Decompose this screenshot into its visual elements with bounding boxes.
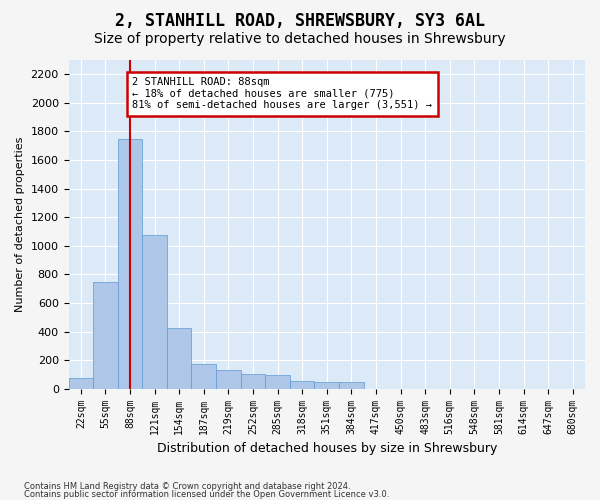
Bar [68,378,93,388]
X-axis label: Distribution of detached houses by size in Shrewsbury: Distribution of detached houses by size … [157,442,497,455]
Bar [290,381,314,388]
Text: 2, STANHILL ROAD, SHREWSBURY, SY3 6AL: 2, STANHILL ROAD, SHREWSBURY, SY3 6AL [115,12,485,30]
Bar [142,235,167,388]
Bar [118,138,142,388]
Bar [216,370,241,388]
Text: Size of property relative to detached houses in Shrewsbury: Size of property relative to detached ho… [94,32,506,46]
Bar [265,375,290,388]
Bar [241,374,265,388]
Text: Contains HM Land Registry data © Crown copyright and database right 2024.: Contains HM Land Registry data © Crown c… [24,482,350,491]
Bar [314,382,339,388]
Bar [339,382,364,388]
Text: Contains public sector information licensed under the Open Government Licence v3: Contains public sector information licen… [24,490,389,499]
Y-axis label: Number of detached properties: Number of detached properties [15,136,25,312]
Bar [93,282,118,389]
Text: 2 STANHILL ROAD: 88sqm
← 18% of detached houses are smaller (775)
81% of semi-de: 2 STANHILL ROAD: 88sqm ← 18% of detached… [133,77,433,110]
Bar [191,364,216,388]
Bar [167,328,191,388]
